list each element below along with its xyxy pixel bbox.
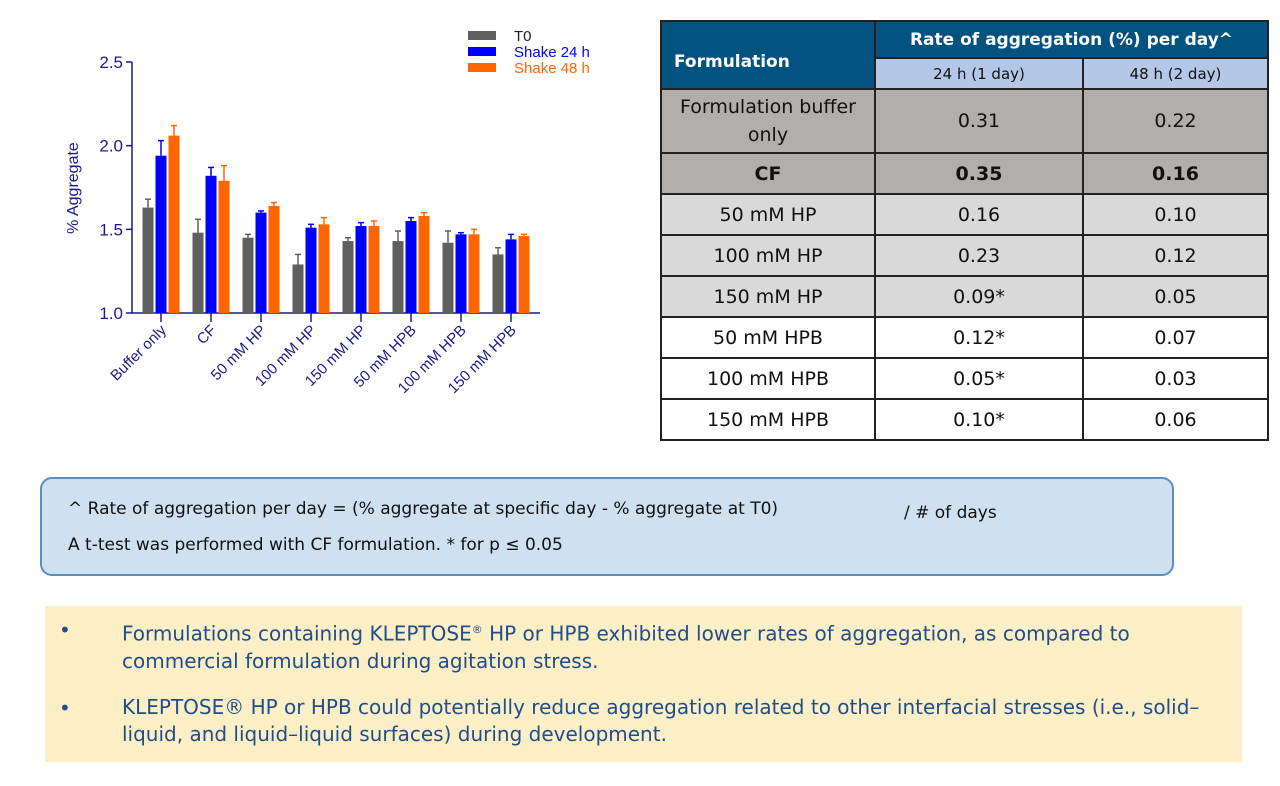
rate-formula-divisor: / # of days xyxy=(904,503,997,523)
y-tick-label: 2.5 xyxy=(99,53,123,72)
conclusions-box: • Formulations containing KLEPTOSE® HP o… xyxy=(45,606,1242,762)
cell-name: 50 mM HP xyxy=(660,193,876,236)
bar-1 xyxy=(305,227,317,313)
cell-d2: 0.12 xyxy=(1082,234,1269,277)
header-rate: Rate of aggregation (%) per day^ xyxy=(874,20,1269,58)
table-row: Formulation buffer only 0.31 0.22 xyxy=(660,88,1269,154)
legend-swatch xyxy=(468,47,496,56)
y-tick-label: 1.5 xyxy=(99,220,123,239)
bullet: • xyxy=(59,618,71,642)
bar-1 xyxy=(155,155,167,313)
x-tick-label: CF xyxy=(194,322,220,348)
cell-d1: 0.35 xyxy=(874,152,1084,195)
bar-1 xyxy=(505,239,517,313)
conclusion-1: Formulations containing KLEPTOSE® HP or … xyxy=(122,616,1232,675)
legend-swatch xyxy=(468,63,496,72)
bar-0 xyxy=(142,207,154,313)
bar-0 xyxy=(392,241,404,313)
registered-mark: ® xyxy=(471,623,483,636)
y-tick-label: 2.0 xyxy=(99,137,123,156)
conclusion-2: KLEPTOSE® HP or HPB could potentially re… xyxy=(122,695,1200,746)
cell-d2: 0.03 xyxy=(1082,357,1269,400)
table-row: 50 mM HP 0.16 0.10 xyxy=(660,193,1269,236)
bar-2 xyxy=(518,236,530,313)
bar-0 xyxy=(342,241,354,313)
bar-1 xyxy=(405,220,417,313)
aggregation-rate-table: Formulation Rate of aggregation (%) per … xyxy=(660,20,1269,441)
bullet: • xyxy=(59,696,71,720)
cell-d1: 0.05* xyxy=(874,357,1084,400)
table-row: 150 mM HPB 0.10* 0.06 xyxy=(660,398,1269,441)
table-row: CF 0.35 0.16 xyxy=(660,152,1269,195)
table-row: 150 mM HP 0.09* 0.05 xyxy=(660,275,1269,318)
bar-0 xyxy=(492,254,504,313)
cell-d2: 0.10 xyxy=(1082,193,1269,236)
cell-d2: 0.07 xyxy=(1082,316,1269,359)
table-row: 50 mM HPB 0.12* 0.07 xyxy=(660,316,1269,359)
header-24h: 24 h (1 day) xyxy=(874,57,1084,90)
legend-swatch xyxy=(468,31,496,40)
bar-0 xyxy=(292,264,304,313)
conclusion-1-text-b: HP or HPB exhibited lower rates of aggre… xyxy=(122,621,1130,673)
cell-name: Formulation buffer only xyxy=(660,88,876,154)
bar-1 xyxy=(355,225,367,313)
legend-label: T0 xyxy=(514,28,532,45)
bar-2 xyxy=(418,215,430,313)
table-row: 100 mM HPB 0.05* 0.03 xyxy=(660,357,1269,400)
bar-2 xyxy=(218,180,230,313)
cell-d1: 0.16 xyxy=(874,193,1084,236)
cell-d2: 0.05 xyxy=(1082,275,1269,318)
cell-d1: 0.23 xyxy=(874,234,1084,277)
bar-1 xyxy=(205,175,217,313)
bar-2 xyxy=(268,205,280,313)
cell-d2: 0.16 xyxy=(1082,152,1269,195)
cell-d2: 0.22 xyxy=(1082,88,1269,154)
bar-0 xyxy=(242,237,254,313)
cell-name: 100 mM HP xyxy=(660,234,876,277)
cell-name: CF xyxy=(660,152,876,195)
cell-d1: 0.10* xyxy=(874,398,1084,441)
cell-d1: 0.12* xyxy=(874,316,1084,359)
cell-d1: 0.31 xyxy=(874,88,1084,154)
bar-0 xyxy=(442,242,454,313)
bar-0 xyxy=(192,232,204,313)
cell-d2: 0.06 xyxy=(1082,398,1269,441)
rate-formula: ^ Rate of aggregation per day = (% aggre… xyxy=(68,499,779,519)
bar-2 xyxy=(368,225,380,313)
cell-d1: 0.09* xyxy=(874,275,1084,318)
bar-2 xyxy=(468,234,480,313)
legend-label: Shake 48 h xyxy=(514,60,590,77)
cell-name: 150 mM HPB xyxy=(660,398,876,441)
conclusion-1-text-a: Formulations containing KLEPTOSE xyxy=(122,621,472,646)
footnote-box: ^ Rate of aggregation per day = (% aggre… xyxy=(40,477,1174,576)
legend-label: Shake 24 h xyxy=(514,44,590,61)
cell-name: 150 mM HP xyxy=(660,275,876,318)
header-formulation: Formulation xyxy=(660,20,876,90)
y-tick-label: 1.0 xyxy=(99,304,123,323)
bar-2 xyxy=(168,135,180,313)
ttest-note: A t-test was performed with CF formulati… xyxy=(68,535,563,555)
y-axis-label: % Aggregate xyxy=(65,142,82,234)
cell-name: 100 mM HPB xyxy=(660,357,876,400)
table-row: 100 mM HP 0.23 0.12 xyxy=(660,234,1269,277)
bar-1 xyxy=(455,234,467,313)
x-tick-label: Buffer only xyxy=(107,321,170,384)
header-48h: 48 h (2 day) xyxy=(1082,57,1269,90)
cell-name: 50 mM HPB xyxy=(660,316,876,359)
bar-1 xyxy=(255,212,267,313)
bar-2 xyxy=(318,224,330,313)
